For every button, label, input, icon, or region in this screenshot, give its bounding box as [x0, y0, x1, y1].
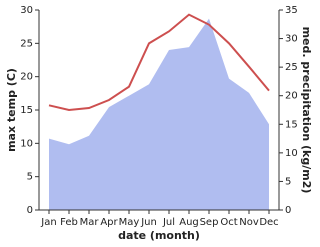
y2-tick-label: 0 — [285, 205, 291, 216]
y-axis-label: max temp (C) — [5, 68, 18, 152]
x-tick-label: Mar — [80, 217, 100, 228]
y-tick-label: 5 — [27, 172, 33, 183]
y2-tick-label: 10 — [285, 148, 298, 159]
x-tick-label: Oct — [220, 217, 237, 228]
y2-tick-label: 30 — [285, 34, 298, 45]
y-tick-label: 20 — [20, 72, 33, 83]
x-tick-label: Sep — [200, 217, 219, 228]
y2-tick-label: 15 — [285, 119, 298, 130]
y2-axis-label: med. precipitation (kg/m2) — [300, 27, 313, 194]
y-tick-label: 30 — [20, 5, 33, 16]
y2-tick-label: 20 — [285, 91, 298, 102]
x-tick-label: Apr — [100, 217, 118, 228]
x-tick-label: Nov — [239, 217, 259, 228]
x-tick-label: Jan — [40, 217, 56, 228]
x-axis-label: date (month) — [118, 229, 200, 242]
x-tick-label: Feb — [60, 217, 78, 228]
y2-tick-label: 35 — [285, 5, 298, 16]
x-tick-label: Jul — [162, 217, 175, 228]
y-tick-label: 10 — [20, 138, 33, 149]
y-tick-label: 15 — [20, 105, 33, 116]
y2-tick-label: 5 — [285, 176, 291, 187]
y2-tick-label: 25 — [285, 62, 298, 73]
x-tick-label: Dec — [259, 217, 278, 228]
y-tick-label: 0 — [27, 205, 33, 216]
x-tick-label: May — [119, 217, 140, 228]
x-tick-label: Aug — [179, 217, 199, 228]
precipitation-area — [49, 18, 269, 211]
x-tick-label: Jun — [140, 217, 157, 228]
temperature-line — [48, 13, 270, 112]
y-tick-label: 25 — [20, 38, 33, 49]
